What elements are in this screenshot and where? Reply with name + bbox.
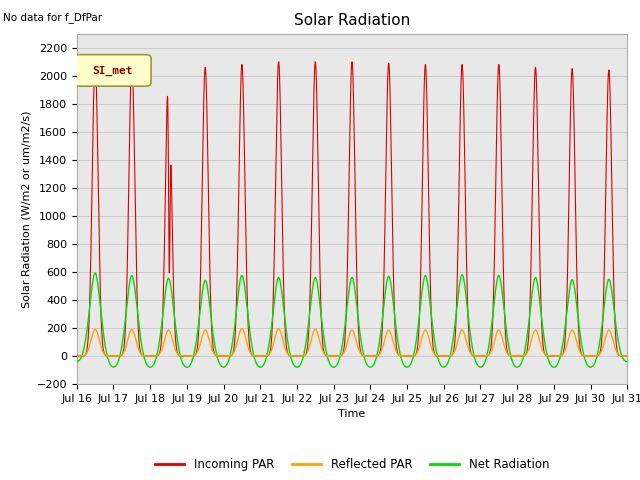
- Legend: Incoming PAR, Reflected PAR, Net Radiation: Incoming PAR, Reflected PAR, Net Radiati…: [150, 454, 554, 476]
- Title: Solar Radiation: Solar Radiation: [294, 13, 410, 28]
- Text: SI_met: SI_met: [92, 65, 133, 75]
- Text: No data for f_DfPar: No data for f_DfPar: [3, 12, 102, 23]
- FancyBboxPatch shape: [74, 55, 151, 86]
- Y-axis label: Solar Radiation (W/m2 or um/m2/s): Solar Radiation (W/m2 or um/m2/s): [21, 110, 31, 308]
- X-axis label: Time: Time: [339, 409, 365, 419]
